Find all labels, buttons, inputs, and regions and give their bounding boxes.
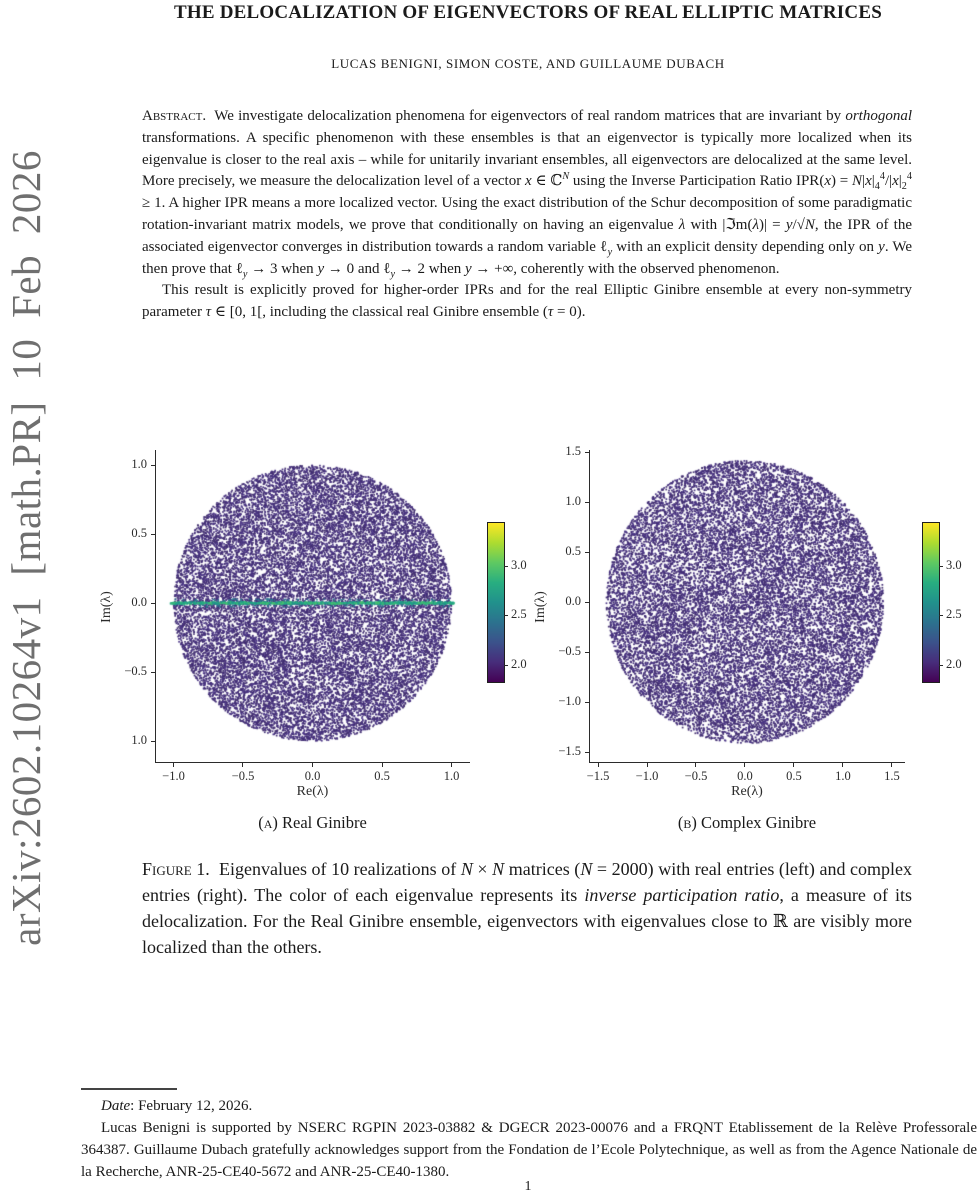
- abstract-paragraph-2: This result is explicitly proved for hig…: [142, 282, 912, 321]
- y-tick-label: 1.0: [131, 457, 147, 472]
- y-tick-label: −0.5: [124, 664, 147, 679]
- y-tick-mark: [585, 652, 589, 653]
- y-tick-mark: [151, 741, 155, 743]
- y-tick-mark: [151, 672, 155, 674]
- x-axis-label: Re(λ): [296, 784, 329, 799]
- page-number: 1: [524, 1179, 532, 1194]
- x-tick-mark: [381, 763, 383, 767]
- y-tick-mark: [151, 465, 155, 467]
- footnote: Date: February 12, 2026. Lucas Benigni i…: [81, 1095, 977, 1183]
- y-tick-label: 0.0: [131, 595, 147, 610]
- y-tick-label: −1.5: [558, 744, 581, 758]
- ipr-colorbar: 3.0 2.5 2.0: [922, 522, 962, 683]
- x-tick-label: −0.5: [684, 769, 708, 783]
- colorbar-tick-mark: [939, 615, 943, 617]
- y-tick-label: 1.5: [565, 444, 581, 458]
- colorbar-tick-label: 2.5: [511, 607, 527, 622]
- y-tick-mark: [585, 502, 589, 503]
- real-ginibre-scatter-canvas: [155, 450, 470, 763]
- figure-caption: Figure 1. Eigenvalues of 10 realizations…: [142, 859, 913, 957]
- abstract-paragraph-1: Abstract. We investigate delocalization …: [142, 108, 912, 280]
- x-tick-mark: [451, 763, 452, 767]
- x-axis-label: Re(λ): [731, 784, 763, 799]
- y-tick-label: 0.5: [131, 526, 147, 541]
- colorbar-tick-label: 2.0: [946, 656, 962, 671]
- footnote-date: Date: February 12, 2026.: [101, 1098, 253, 1114]
- colorbar-tick-mark: [504, 615, 508, 617]
- x-tick-label: 1.5: [884, 769, 900, 783]
- colorbar-tick-label: 3.0: [946, 557, 962, 572]
- colorbar-tick-label: 2.5: [946, 607, 962, 622]
- y-axis-spine: [589, 450, 590, 763]
- x-axis-spine: [155, 762, 470, 763]
- y-tick-mark: [151, 603, 155, 605]
- x-tick-mark: [695, 763, 697, 767]
- y-tick-label: −0.5: [558, 644, 581, 658]
- y-tick-mark: [585, 452, 589, 453]
- y-tick-mark: [585, 552, 589, 553]
- y-tick-label: 1.0: [131, 733, 147, 748]
- y-tick-label: 0.0: [565, 594, 581, 608]
- x-tick-label: 0.5: [786, 769, 802, 783]
- abstract: Abstract. We investigate delocalization …: [142, 106, 912, 324]
- x-tick-label: −0.5: [231, 769, 255, 783]
- subcaption-complex-ginibre: (b) Complex Ginibre: [677, 813, 817, 832]
- complex-ginibre-plot: Re(λ) Im(λ) −1.5 −1.0 −0.5 0.0 0.5 1.0 1.5 1.5 1…: [533, 444, 905, 799]
- x-tick-label: 0.0: [304, 769, 321, 783]
- x-axis-spine: [589, 762, 905, 763]
- x-tick-mark: [646, 763, 648, 767]
- x-tick-label: 1.0: [835, 769, 851, 783]
- y-tick-mark: [585, 752, 589, 753]
- footnote-rule: [81, 1088, 177, 1090]
- y-axis-spine: [155, 450, 156, 763]
- colorbar-tick-mark: [504, 664, 508, 666]
- y-tick-mark: [151, 534, 155, 536]
- x-tick-label: 1.0: [443, 769, 460, 783]
- paper-authors: LUCAS BENIGNI, SIMON COSTE, AND GUILLAUM…: [331, 56, 725, 71]
- x-tick-mark: [793, 763, 795, 767]
- x-tick-label: 0.0: [737, 769, 753, 783]
- ipr-colorbar: 3.0 2.5 2.0: [487, 522, 527, 683]
- footnote-acknowledgements: Lucas Benigni is supported by NSERC RGPI…: [81, 1120, 977, 1180]
- x-tick-mark: [842, 763, 844, 767]
- y-tick-mark: [585, 702, 589, 703]
- x-tick-label: −1.0: [635, 769, 659, 783]
- real-ginibre-plot: Re(λ) Im(λ) −1.0 −0.5 0.0 0.5 1.0 1.0 0.5 0.0 −0…: [99, 450, 470, 799]
- subcaption-real-ginibre: (a) Real Ginibre: [258, 813, 367, 832]
- x-tick-mark: [744, 763, 746, 767]
- y-tick-label: 0.5: [565, 544, 581, 558]
- y-tick-mark: [585, 602, 589, 603]
- complex-ginibre-scatter-canvas: [589, 450, 905, 763]
- y-tick-label: −1.0: [558, 694, 581, 708]
- y-tick-label: 1.0: [565, 494, 581, 508]
- x-tick-label: 0.5: [374, 769, 390, 783]
- colorbar-tick-label: 3.0: [511, 557, 527, 572]
- arxiv-stamp: arXiv:2602.10264v1 [math.PR] 10 Feb 2026: [3, 150, 49, 946]
- x-tick-mark: [172, 763, 174, 767]
- colorbar-tick-mark: [504, 565, 508, 567]
- x-tick-label: −1.5: [586, 769, 610, 783]
- colorbar-tick-label: 2.0: [511, 656, 527, 671]
- paper-title: THE DELOCALIZATION OF EIGENVECTORS OF RE…: [174, 2, 882, 23]
- colorbar-tick-mark: [939, 664, 943, 666]
- x-tick-mark: [597, 763, 599, 767]
- x-tick-mark: [242, 763, 244, 767]
- x-tick-label: −1.0: [162, 769, 185, 783]
- x-tick-mark: [891, 763, 893, 767]
- x-tick-mark: [312, 763, 313, 767]
- colorbar-tick-mark: [939, 565, 943, 567]
